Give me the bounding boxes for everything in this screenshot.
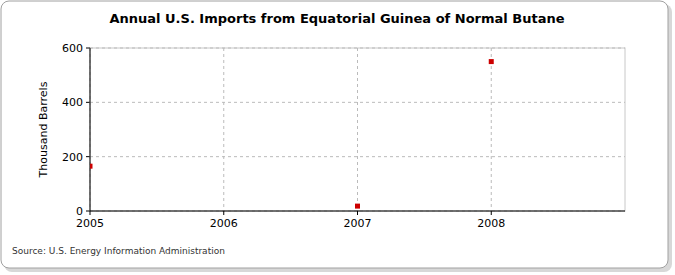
point	[489, 59, 494, 64]
chart: Annual U.S. Imports from Equatorial Guin…	[0, 0, 675, 275]
y-axis-label: Thousand Barrels	[37, 81, 50, 178]
tick-label: 2005	[76, 217, 104, 230]
points	[90, 59, 494, 209]
frame	[1, 1, 668, 268]
tick	[86, 48, 90, 49]
x-axis	[90, 211, 625, 212]
point	[355, 204, 360, 209]
grid-line	[223, 48, 224, 211]
plot-frame	[90, 48, 625, 211]
tick	[86, 211, 90, 212]
y-axis	[90, 48, 91, 211]
grid-line	[90, 211, 625, 212]
tick	[90, 211, 91, 215]
tick-label: 600	[62, 42, 83, 55]
grid-line	[357, 48, 358, 211]
tick	[86, 102, 90, 103]
tick-label: 200	[62, 151, 83, 164]
grid-line	[491, 48, 492, 211]
tick	[357, 211, 358, 215]
point	[90, 164, 93, 169]
tick	[86, 156, 90, 157]
source: Source: U.S. Energy Information Administ…	[12, 246, 225, 256]
grid-line	[90, 48, 91, 211]
title: Annual U.S. Imports from Equatorial Guin…	[109, 11, 564, 26]
tick-label: 2007	[344, 217, 372, 230]
tick	[223, 211, 224, 215]
tick-label: 2006	[210, 217, 238, 230]
tick-label: 2008	[477, 217, 505, 230]
tick	[491, 211, 492, 215]
tick-label: 400	[62, 96, 83, 109]
